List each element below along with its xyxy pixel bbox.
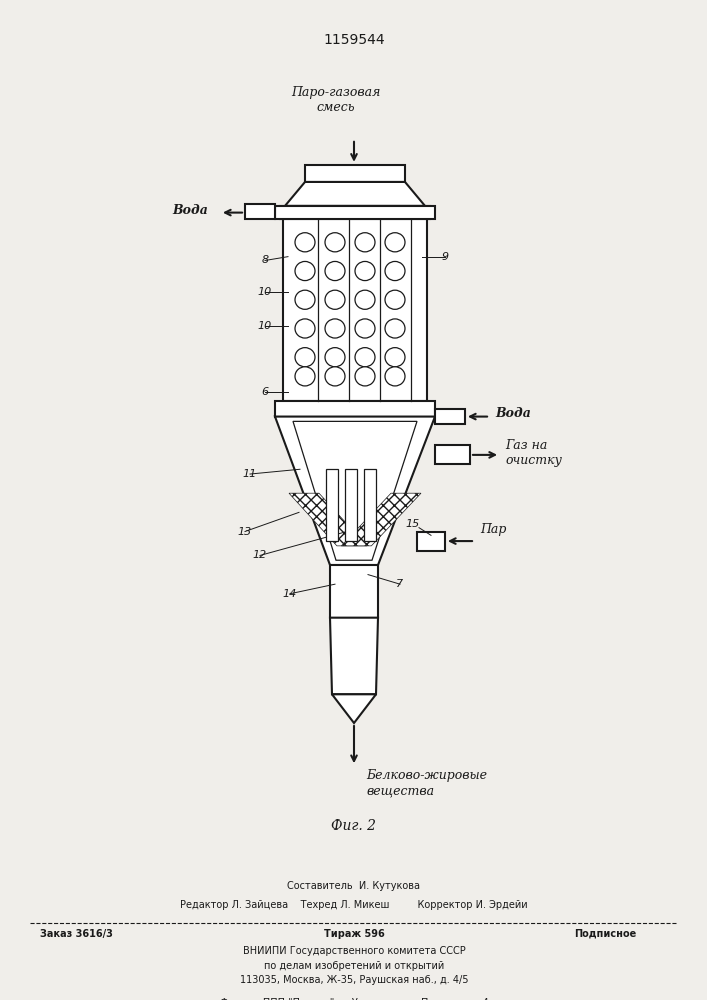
Polygon shape xyxy=(341,493,421,546)
Circle shape xyxy=(385,233,405,252)
Circle shape xyxy=(325,348,345,367)
Text: 8: 8 xyxy=(262,255,269,265)
Text: Газ на
очистку: Газ на очистку xyxy=(505,439,562,467)
Polygon shape xyxy=(330,618,378,694)
Bar xyxy=(326,469,338,541)
Text: по делам изобретений и открытий: по делам изобретений и открытий xyxy=(264,961,444,971)
Text: Пар: Пар xyxy=(480,523,506,536)
Bar xyxy=(280,206,430,219)
Text: 1159544: 1159544 xyxy=(323,33,385,47)
Circle shape xyxy=(295,319,315,338)
Circle shape xyxy=(325,319,345,338)
Circle shape xyxy=(295,367,315,386)
Circle shape xyxy=(355,233,375,252)
Text: Вода: Вода xyxy=(495,407,531,420)
Circle shape xyxy=(385,261,405,281)
Text: 10: 10 xyxy=(258,321,272,331)
Polygon shape xyxy=(332,694,376,723)
Circle shape xyxy=(385,348,405,367)
Circle shape xyxy=(325,290,345,309)
Text: Тираж 596: Тираж 596 xyxy=(324,929,385,939)
Text: 12: 12 xyxy=(253,550,267,560)
Polygon shape xyxy=(275,417,435,565)
Text: Белково-жировые
вещества: Белково-жировые вещества xyxy=(366,769,487,797)
Text: 9: 9 xyxy=(441,252,448,262)
Bar xyxy=(435,409,465,424)
Text: 14: 14 xyxy=(283,589,297,599)
Text: 7: 7 xyxy=(397,579,404,589)
Text: Филиал ППП "Патент", г. Ужгород, ул. Проектная, 4: Филиал ППП "Патент", г. Ужгород, ул. Про… xyxy=(220,998,489,1000)
Text: ВНИИПИ Государственного комитета СССР: ВНИИПИ Государственного комитета СССР xyxy=(243,946,465,956)
Text: 11: 11 xyxy=(243,469,257,479)
Text: Редактор Л. Зайцева    Техред Л. Микеш         Корректор И. Эрдейи: Редактор Л. Зайцева Техред Л. Микеш Корр… xyxy=(180,900,528,910)
Circle shape xyxy=(355,348,375,367)
Text: Паро-газовая
смесь: Паро-газовая смесь xyxy=(291,86,380,114)
Polygon shape xyxy=(289,493,367,546)
Bar xyxy=(305,165,405,182)
Circle shape xyxy=(385,319,405,338)
Circle shape xyxy=(385,290,405,309)
Bar xyxy=(245,204,275,219)
Circle shape xyxy=(295,261,315,281)
Bar xyxy=(275,401,435,417)
Circle shape xyxy=(385,367,405,386)
Text: Составитель  И. Кутукова: Составитель И. Кутукова xyxy=(288,881,421,891)
Circle shape xyxy=(295,290,315,309)
Text: Вода: Вода xyxy=(172,204,208,217)
Text: 13: 13 xyxy=(238,527,252,537)
Bar xyxy=(345,469,357,541)
Text: Заказ 3616/3: Заказ 3616/3 xyxy=(40,929,113,939)
Bar xyxy=(435,445,470,464)
Circle shape xyxy=(325,367,345,386)
Text: Подписное: Подписное xyxy=(574,929,636,939)
Bar xyxy=(275,206,435,219)
Text: 15: 15 xyxy=(406,519,420,529)
Circle shape xyxy=(295,233,315,252)
Text: Фиг. 2: Фиг. 2 xyxy=(332,819,377,833)
Circle shape xyxy=(325,261,345,281)
Circle shape xyxy=(295,348,315,367)
Text: 113035, Москва, Ж-35, Раушская наб., д. 4/5: 113035, Москва, Ж-35, Раушская наб., д. … xyxy=(240,975,468,985)
Circle shape xyxy=(355,261,375,281)
Circle shape xyxy=(355,319,375,338)
Polygon shape xyxy=(293,421,417,560)
Text: 6: 6 xyxy=(262,387,269,397)
Circle shape xyxy=(355,367,375,386)
Bar xyxy=(330,565,378,618)
Bar xyxy=(364,469,376,541)
Circle shape xyxy=(325,233,345,252)
Bar xyxy=(417,532,445,551)
Bar xyxy=(283,219,427,401)
Circle shape xyxy=(355,290,375,309)
Text: 10: 10 xyxy=(258,287,272,297)
Polygon shape xyxy=(285,182,425,206)
